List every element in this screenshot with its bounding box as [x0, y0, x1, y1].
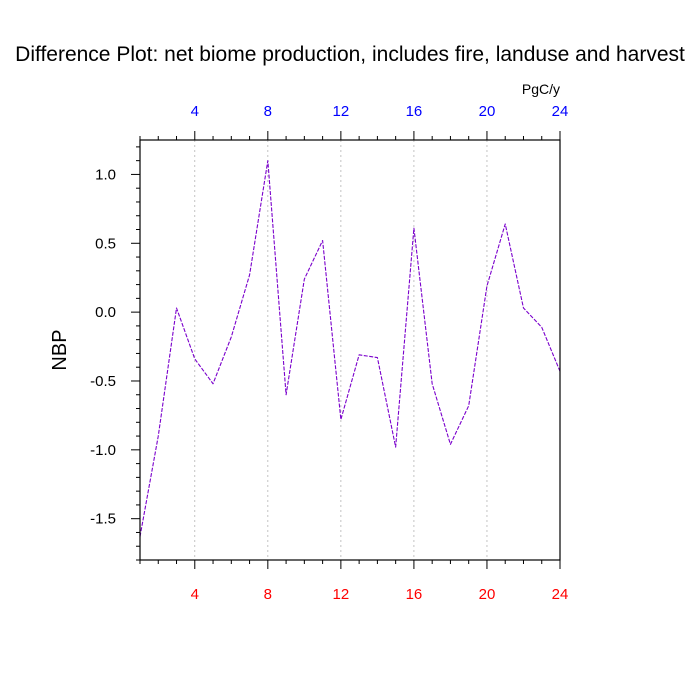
chart-title: Difference Plot: net biome production, i… [15, 43, 685, 66]
grid-lines [194, 140, 488, 560]
y-tick-label: -1.0 [90, 442, 116, 459]
tick-labels: 4 4 8 8 12 12 16 16 20 20 24 24 -1.5 -1.0 -0.5 0.0 0.5 1.… [90, 103, 568, 603]
units-label: PgC/y [522, 81, 560, 97]
x-tick-label-bottom: 8 [264, 586, 272, 603]
y-tick-label: 1.0 [95, 166, 116, 183]
x-tick-label-top: 4 [191, 103, 199, 120]
y-tick-label: -0.5 [90, 373, 116, 390]
x-tick-label-bottom: 4 [191, 586, 199, 603]
x-tick-label-top: 24 [552, 103, 569, 120]
y-tick-label: 0.0 [95, 304, 116, 321]
data-series-line [139, 160, 561, 537]
x-tick-label-top: 8 [264, 103, 272, 120]
tick-marks [131, 131, 561, 569]
x-tick-label-top: 12 [333, 103, 350, 120]
series-layer [139, 160, 561, 537]
x-tick-label-bottom: 24 [552, 586, 569, 603]
y-axis-label: NBP [49, 329, 71, 370]
x-tick-label-bottom: 20 [479, 586, 496, 603]
y-tick-label: -1.5 [90, 511, 116, 528]
y-tick-label: 0.5 [95, 235, 116, 252]
plot-frame [139, 139, 561, 561]
x-tick-label-bottom: 12 [333, 586, 350, 603]
x-tick-label-bottom: 16 [406, 586, 423, 603]
x-tick-label-top: 20 [479, 103, 496, 120]
x-tick-label-top: 16 [406, 103, 423, 120]
